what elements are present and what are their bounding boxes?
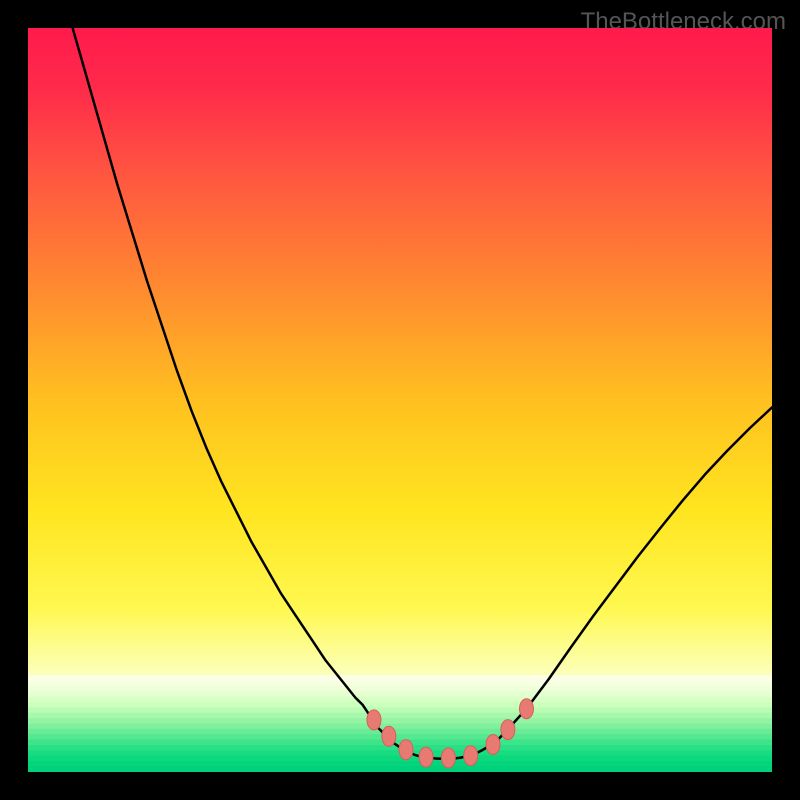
plot-area (28, 28, 772, 772)
plot-svg (28, 28, 772, 772)
chart-container: TheBottleneck.com (0, 0, 800, 800)
